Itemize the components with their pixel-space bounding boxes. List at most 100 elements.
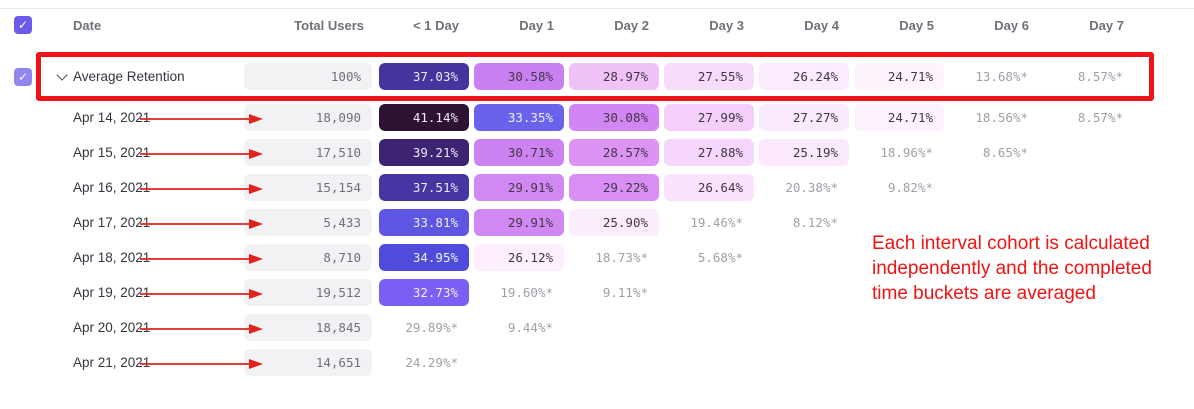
column-header-total-users: Total Users (294, 17, 364, 33)
retention-cell: 29.91% (474, 209, 564, 236)
collapse-chevron-icon[interactable] (56, 68, 68, 81)
retention-cell-slot: 24.71% (849, 63, 944, 90)
cohort-row: Apr 19, 2021 19,512 32.73% 19.60%* 9.11%* (14, 275, 1194, 310)
date-label: Apr 20, 2021 (73, 319, 151, 335)
retention-cell: 37.51% (379, 174, 469, 201)
cohort-row: Apr 18, 2021 8,710 34.95% 26.12% 18.73%* 5.68… (14, 240, 1194, 275)
date-cell: Apr 16, 2021 (54, 179, 244, 197)
date-cell: Apr 17, 2021 (54, 214, 244, 232)
retention-cell-slot: 18.56%* (944, 104, 1039, 131)
retention-cell-slot: 30.08% (564, 104, 659, 131)
retention-cell-slot: 33.81% (374, 209, 469, 236)
retention-cell: 8.57%* (1077, 110, 1123, 125)
retention-cell-slot: 27.99% (659, 104, 754, 131)
date-label: Apr 19, 2021 (73, 284, 151, 300)
retention-cell-slot: 26.64% (659, 174, 754, 201)
total-users-value: 8,710 (244, 244, 372, 271)
retention-cell: 9.44%* (507, 320, 553, 335)
table-body: ✓ Average Retention 100% 37.03% 30.58% 28.97%… (14, 52, 1194, 380)
column-header-day: Day 7 (1089, 17, 1124, 33)
retention-cell: 29.89%* (405, 320, 458, 335)
retention-cell: 13.68%* (975, 69, 1028, 84)
retention-cell: 24.71% (854, 63, 944, 90)
total-users-value: 14,651 (244, 349, 372, 376)
retention-cell: 8.57%* (1077, 69, 1123, 84)
cohort-row: Apr 20, 2021 18,845 29.89%* 9.44%* (14, 310, 1194, 345)
retention-cell-slot: 29.91% (469, 174, 564, 201)
retention-cell: 39.21% (379, 139, 469, 166)
retention-cell: 26.64% (664, 174, 754, 201)
retention-cell-slot: 20.38%* (754, 174, 849, 201)
retention-cell-slot: 37.51% (374, 174, 469, 201)
retention-cell-slot: 19.46%* (659, 209, 754, 236)
retention-cell: 19.60%* (500, 285, 553, 300)
average-row-checkbox[interactable]: ✓ (14, 67, 32, 86)
retention-cell-slot: 34.95% (374, 244, 469, 271)
retention-cell-slot: 25.90% (564, 209, 659, 236)
retention-cell: 9.11%* (602, 285, 648, 300)
retention-cell: 20.38%* (785, 180, 838, 195)
retention-cell-slot: 39.21% (374, 139, 469, 166)
retention-cell-slot: 28.97% (564, 63, 659, 90)
retention-cell-slot: 9.82%* (849, 174, 944, 201)
retention-cell-slot: 26.12% (469, 244, 564, 271)
retention-cell: 8.65%* (982, 145, 1028, 160)
total-users-value: 18,090 (244, 104, 372, 131)
cohort-row: Apr 14, 2021 18,090 41.14% 33.35% 30.08% 27.9… (14, 100, 1194, 135)
retention-cell-slot: 13.68%* (944, 63, 1039, 90)
date-cell: Apr 14, 2021 (54, 109, 244, 127)
retention-cell: 24.71% (854, 104, 944, 131)
date-label: Apr 21, 2021 (73, 354, 151, 370)
annotation-text: Each interval cohort is calculated indep… (872, 233, 1152, 304)
date-cell: Apr 20, 2021 (54, 319, 244, 337)
check-icon: ✓ (17, 18, 29, 32)
retention-cell: 29.91% (474, 174, 564, 201)
retention-cell: 27.88% (664, 139, 754, 166)
retention-cell-slot: 33.35% (469, 104, 564, 131)
column-header-day: Day 5 (899, 17, 934, 33)
retention-cell-slot: 26.24% (754, 63, 849, 90)
retention-cell-slot: 27.27% (754, 104, 849, 131)
total-users-value: 100% (244, 63, 372, 90)
retention-cell-slot: 29.91% (469, 209, 564, 236)
retention-cell-slot: 5.68%* (659, 244, 754, 271)
column-header-day: Day 3 (709, 17, 744, 33)
average-retention-row: ✓ Average Retention 100% 37.03% 30.58% 28.97%… (14, 52, 1194, 101)
retention-cell: 26.24% (759, 63, 849, 90)
header-checkbox[interactable]: ✓ (14, 16, 32, 34)
total-users-value: 17,510 (244, 139, 372, 166)
date-label: Apr 14, 2021 (73, 109, 151, 125)
retention-cell-slot: 18.96%* (849, 139, 944, 166)
check-icon: ✓ (17, 69, 29, 84)
retention-cell-slot: 30.71% (469, 139, 564, 166)
retention-cell-slot: 29.89%* (374, 314, 469, 341)
retention-cell: 26.12% (474, 244, 564, 271)
retention-cell: 33.35% (474, 104, 564, 131)
retention-cell: 30.58% (474, 63, 564, 90)
retention-cell: 19.46%* (690, 215, 743, 230)
retention-cell-slot: 41.14% (374, 104, 469, 131)
retention-cell: 29.22% (569, 174, 659, 201)
retention-cell-slot: 18.73%* (564, 244, 659, 271)
retention-cell-slot: 19.60%* (469, 279, 564, 306)
retention-cell: 8.12%* (792, 215, 838, 230)
date-label: Average Retention (73, 68, 185, 84)
date-label: Apr 16, 2021 (73, 179, 151, 195)
retention-cell: 34.95% (379, 244, 469, 271)
date-cell: Apr 19, 2021 (54, 284, 244, 302)
date-cell: Apr 15, 2021 (54, 144, 244, 162)
retention-cell: 24.29%* (405, 355, 458, 370)
retention-cell: 33.81% (379, 209, 469, 236)
column-header-day: Day 2 (614, 17, 649, 33)
retention-cell: 27.99% (664, 104, 754, 131)
retention-cell: 37.03% (379, 63, 469, 90)
retention-cell: 18.56%* (975, 110, 1028, 125)
date-cell: Apr 18, 2021 (54, 249, 244, 267)
retention-cell-slot: 27.88% (659, 139, 754, 166)
retention-cell: 25.19% (759, 139, 849, 166)
retention-cell: 28.97% (569, 63, 659, 90)
row-checkbox-cell: ✓ (14, 67, 54, 86)
retention-cell: 41.14% (379, 104, 469, 131)
retention-cell-slot: 24.71% (849, 104, 944, 131)
column-header-day: Day 4 (804, 17, 839, 33)
